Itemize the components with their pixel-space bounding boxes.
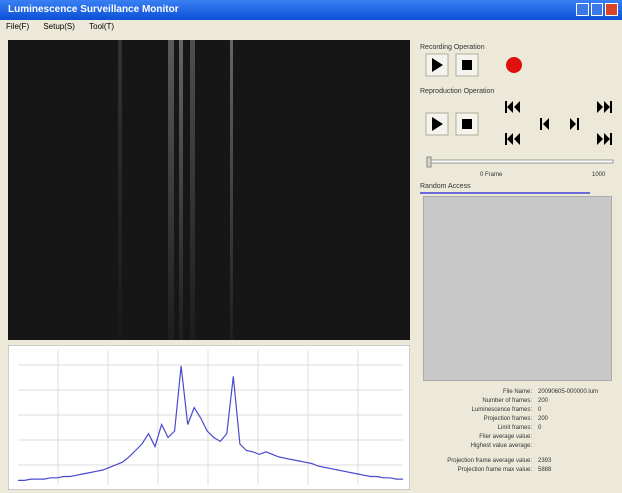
info-label: Luminescence frames:	[420, 406, 538, 415]
info-row: Projection frames:200	[420, 415, 620, 424]
info-value: 20090605-000000.lum	[538, 388, 598, 397]
window-title: Luminescence Surveillance Monitor	[8, 4, 179, 15]
info-label: Number of frames:	[420, 397, 538, 406]
play-button[interactable]	[426, 113, 448, 135]
stop-button[interactable]	[456, 54, 478, 76]
info-value: 200	[538, 415, 548, 424]
menu-item[interactable]: Tool(T)	[89, 22, 114, 31]
menu-bar: File(F) Setup(S) Tool(T)	[0, 20, 622, 33]
info-row: Projection frame max value:5888	[420, 466, 620, 475]
info-label: Projection frames:	[420, 415, 538, 424]
info-row: Limit frames:0	[420, 424, 620, 433]
close-button[interactable]	[605, 3, 618, 16]
info-label: File Name:	[420, 388, 538, 397]
next-frame-button[interactable]	[570, 118, 579, 130]
section-label: Random Access	[420, 183, 471, 190]
record-button[interactable]	[506, 57, 522, 73]
info-row: Highest value average:	[420, 442, 620, 451]
window-controls	[576, 3, 618, 17]
rewind-button[interactable]	[505, 133, 520, 145]
info-label: Highest value average:	[420, 442, 538, 451]
info-label: Limit frames:	[420, 424, 538, 433]
info-row: Projection frame average value:2393	[420, 457, 620, 466]
reproduction-controls	[425, 98, 617, 154]
first-frame-button[interactable]	[505, 101, 520, 113]
slider-end-label: 1000	[592, 172, 605, 178]
info-row: File Name:20090605-000000.lum	[420, 388, 620, 397]
random-access-area[interactable]	[423, 196, 612, 381]
video-view	[8, 40, 410, 340]
frame-slider[interactable]	[425, 156, 615, 168]
slider-start-label: 0 Frame	[480, 172, 502, 178]
play-button[interactable]	[426, 54, 448, 76]
minimize-button[interactable]	[576, 3, 589, 16]
maximize-button[interactable]	[591, 3, 604, 16]
info-row: Filer average value:	[420, 433, 620, 442]
stop-button[interactable]	[456, 113, 478, 135]
fast-forward-button[interactable]	[597, 133, 612, 145]
info-label: Projection frame max value:	[420, 466, 538, 475]
recording-controls	[425, 53, 535, 77]
info-value: 200	[538, 397, 548, 406]
info-value: 0	[538, 406, 541, 415]
spectrum-chart	[8, 345, 410, 490]
progress-line	[420, 192, 590, 194]
info-row: Luminescence frames:0	[420, 406, 620, 415]
prev-frame-button[interactable]	[540, 118, 549, 130]
info-value: 5888	[538, 466, 551, 475]
info-label: Projection frame average value:	[420, 457, 538, 466]
info-value: 0	[538, 424, 541, 433]
menu-item[interactable]: File(F)	[6, 22, 29, 31]
info-value: 2393	[538, 457, 551, 466]
last-frame-button[interactable]	[597, 101, 612, 113]
title-bar: Luminescence Surveillance Monitor	[0, 0, 622, 20]
info-label: Filer average value:	[420, 433, 538, 442]
section-label: Recording Operation	[420, 44, 485, 51]
menu-item[interactable]: Setup(S)	[43, 22, 75, 31]
info-row: Number of frames:200	[420, 397, 620, 406]
section-label: Reproduction Operation	[420, 88, 494, 95]
app-window: Luminescence Surveillance Monitor File(F…	[0, 0, 622, 493]
